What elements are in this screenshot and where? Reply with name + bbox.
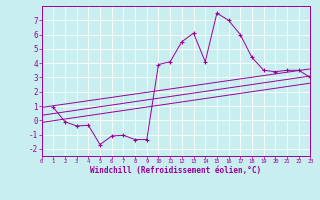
- X-axis label: Windchill (Refroidissement éolien,°C): Windchill (Refroidissement éolien,°C): [91, 166, 261, 175]
